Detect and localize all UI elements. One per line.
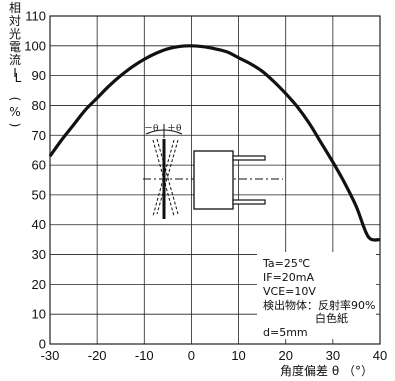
condition-vce: VCE=10V xyxy=(263,285,316,298)
y-tick-label: 100 xyxy=(24,38,46,53)
y-tick-label: 20 xyxy=(32,277,46,292)
target-plate-minus-tilt-b xyxy=(156,139,179,215)
x-tick-label: 10 xyxy=(231,348,245,363)
x-tick-label: 0 xyxy=(188,348,195,363)
y-axis-label-char: ) xyxy=(8,123,22,128)
y-tick-label: 40 xyxy=(32,217,46,232)
y-tick-label: 70 xyxy=(32,128,46,143)
sensor-lead-bottom xyxy=(232,199,266,205)
y-axis-label-char: 電 xyxy=(9,40,21,54)
y-axis-label-char: 流 xyxy=(9,53,21,67)
plot-frame xyxy=(49,15,381,345)
y-axis-label-char: 対 xyxy=(9,14,21,28)
y-tick-label: 30 xyxy=(32,247,46,262)
y-tick-label: 80 xyxy=(32,98,46,113)
x-tick-label: 40 xyxy=(373,348,387,363)
condition-detection-object: 検出物体：反射率90% xyxy=(263,298,375,312)
y-axis-label-char: I xyxy=(13,66,17,80)
test-conditions: Ta=25℃ IF=20mA VCE=10V 検出物体：反射率90% 白色紙 d… xyxy=(257,252,376,339)
y-tick-label: 10 xyxy=(32,307,46,322)
condition-ta: Ta=25℃ xyxy=(262,257,310,270)
x-tick-label: -30 xyxy=(41,348,60,363)
y-axis-label-char: 相 xyxy=(9,1,21,15)
target-plate-minus-tilt-a xyxy=(152,139,175,217)
sensor-lead-top xyxy=(232,155,266,161)
y-axis-label-char: L xyxy=(15,71,22,85)
sensor-body xyxy=(193,150,234,210)
y-axis-label-char: ( xyxy=(8,97,22,102)
condition-white-paper: 白色紙 xyxy=(315,311,348,325)
target-plate-plus-tilt-b xyxy=(156,138,179,215)
y-axis-label-char: 光 xyxy=(9,27,21,41)
x-tick-label: -20 xyxy=(88,348,107,363)
condition-distance: d=5mm xyxy=(263,326,308,339)
y-tick-labels: 0 10 20 30 40 50 60 70 80 90 100 110 xyxy=(24,9,46,352)
y-axis-label-char: % xyxy=(9,105,20,119)
condition-if: IF=20mA xyxy=(263,271,315,284)
plus-theta-label: ＋θ xyxy=(167,123,181,134)
x-tick-label: 30 xyxy=(326,348,340,363)
x-axis-label: 角度偏差 θ （°） xyxy=(280,363,373,378)
target-plate-plus-tilt-a xyxy=(152,139,175,217)
y-tick-label: 0 xyxy=(39,337,46,352)
x-tick-label: 20 xyxy=(278,348,292,363)
minus-theta-label: －θ xyxy=(144,124,158,134)
x-tick-label: -10 xyxy=(135,348,154,363)
y-tick-label: 90 xyxy=(32,68,46,83)
series-line xyxy=(48,44,381,242)
sensor-angle-diagram: －θ ＋θ xyxy=(143,123,283,219)
x-tick-labels: -30 -20 -10 0 10 20 30 40 xyxy=(41,348,388,363)
conditions-background xyxy=(257,252,376,339)
y-tick-label: 60 xyxy=(32,158,46,173)
y-tick-label: 110 xyxy=(25,9,46,24)
y-tick-label: 50 xyxy=(32,187,46,202)
